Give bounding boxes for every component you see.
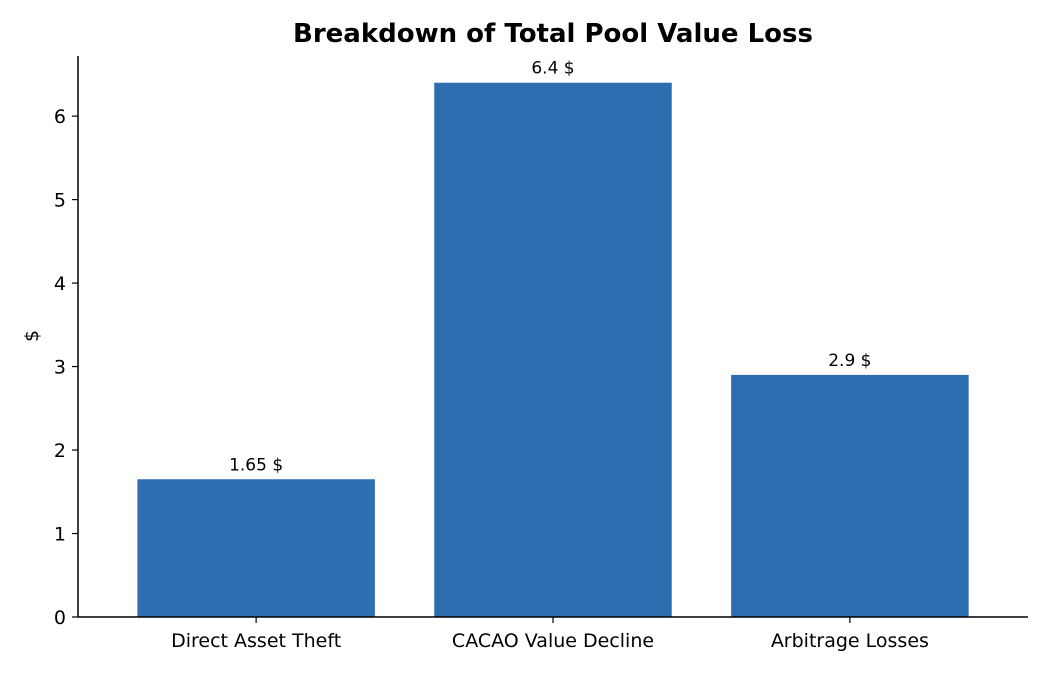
y-tick-label-3: 3 [54,357,66,379]
y-tick-label-0: 0 [54,607,66,629]
x-tick-label-2: CACAO Value Decline [452,630,654,652]
bar-1 [137,479,375,617]
bars-layer [137,82,969,617]
x-tick-label-3: Arbitrage Losses [771,630,929,652]
data-label-3: 2.9 $ [828,351,871,371]
y-axis-label: $ [21,330,43,342]
chart-title: Breakdown of Total Pool Value Loss [293,19,813,49]
y-tick-label-5: 5 [54,190,66,212]
y-tick-label-4: 4 [54,273,66,295]
data-labels-layer: 1.65 $ 6.4 $ 2.9 $ [229,59,871,476]
bar-3 [731,374,969,617]
data-label-1: 1.65 $ [229,455,283,475]
bar-2 [434,82,672,617]
y-tick-label-1: 1 [54,524,66,546]
x-tick-label-1: Direct Asset Theft [171,630,341,652]
y-tick-label-6: 6 [54,106,66,128]
data-label-2: 6.4 $ [531,59,574,79]
x-axis-ticks: Direct Asset Theft CACAO Value Decline Arb… [171,617,929,652]
y-axis-ticks: 0 1 2 3 4 5 6 [54,106,78,629]
y-tick-label-2: 2 [54,440,66,462]
